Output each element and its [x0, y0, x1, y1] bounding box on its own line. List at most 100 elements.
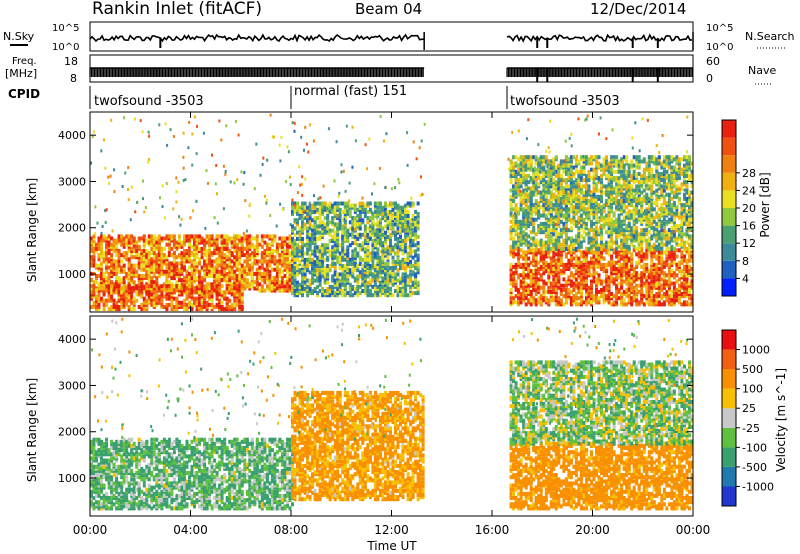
heatmap-cell [92, 280, 96, 285]
heatmap-cell [220, 292, 224, 297]
heatmap-cell [283, 238, 287, 243]
heatmap-cell [100, 242, 103, 247]
heatmap-cell [200, 305, 204, 309]
heatmap-cell [228, 278, 232, 283]
heatmap-cell [193, 253, 196, 258]
heatmap-cell [152, 305, 156, 309]
heatmap-cell [137, 265, 141, 270]
heatmap-cell [509, 180, 513, 185]
heatmap-cell [122, 276, 126, 281]
heatmap-cell [145, 249, 149, 253]
heatmap-cell [228, 298, 232, 303]
heatmap-cell [263, 259, 267, 264]
heatmap-cell [243, 267, 247, 272]
heatmap-cell [590, 283, 593, 288]
heatmap-cell [112, 242, 116, 247]
heatmap-cell [270, 249, 274, 253]
heatmap-cell [185, 274, 189, 278]
heatmap-cell [137, 290, 141, 295]
heatmap-cell [132, 274, 136, 278]
heatmap-cell [107, 234, 111, 239]
freq-label-1: Freq. [12, 56, 37, 67]
heatmap-cell [200, 292, 204, 297]
heatmap-cell [110, 246, 114, 251]
heatmap-cell [514, 203, 518, 208]
heatmap-cell [519, 174, 523, 178]
heatmap-cell [542, 285, 546, 290]
heatmap-cell [235, 244, 239, 249]
heatmap-cell [170, 263, 174, 268]
heatmap-cell [243, 274, 247, 278]
heatmap-cell [361, 247, 365, 252]
heatmap-cell [145, 269, 149, 274]
heatmap-cell [112, 305, 116, 309]
heatmap-cell [107, 280, 111, 285]
heatmap-cell [165, 280, 169, 285]
heatmap-cell [195, 267, 199, 272]
heatmap-cell [97, 242, 101, 247]
heatmap-cell [132, 255, 136, 260]
heatmap-cell [120, 290, 124, 295]
heatmap-cell [147, 292, 151, 297]
heatmap-cell [125, 292, 129, 297]
heatmap-cell [288, 286, 292, 291]
heatmap-cell [341, 241, 345, 246]
heatmap-cell [188, 236, 191, 241]
heatmap-cell [255, 284, 259, 289]
heatmap-cell [301, 201, 304, 206]
heatmap-cell [190, 269, 194, 274]
heatmap-cell [223, 255, 227, 260]
heatmap-cell [396, 272, 400, 277]
heatmap-cell [170, 253, 174, 258]
cpid-segment-3: twofsound -3503 [510, 94, 620, 109]
heatmap-cell [155, 300, 159, 305]
heatmap-cell [223, 259, 227, 264]
heatmap-cell [416, 241, 420, 246]
heatmap-cell [115, 286, 119, 291]
heatmap-cell [177, 284, 181, 289]
heatmap-cell [278, 286, 282, 291]
heatmap-cell [361, 201, 365, 206]
nave-label: Nave [748, 64, 776, 77]
heatmap-cell [175, 288, 179, 293]
heatmap-cell [519, 167, 523, 172]
heatmap-cell [127, 259, 131, 264]
heatmap-cell [112, 238, 116, 243]
heatmap-cell [585, 279, 588, 284]
heatmap-cell [102, 276, 106, 281]
heatmap-cell [238, 246, 242, 251]
heatmap-cell [105, 246, 109, 251]
heatmap-cell [155, 236, 159, 241]
heatmap-cell [120, 292, 124, 297]
heatmap-cell [539, 180, 543, 185]
heatmap-cell [220, 271, 224, 276]
heatmap-cell [286, 257, 289, 262]
heatmap-cell [260, 265, 264, 270]
cpid-label: CPID [8, 87, 40, 101]
heatmap-cell [127, 249, 131, 253]
heatmap-cell [110, 236, 114, 241]
heatmap-cell [115, 276, 119, 281]
heatmap-cell [147, 240, 151, 245]
heatmap-cell [275, 251, 279, 256]
heatmap-cell [160, 298, 164, 303]
heatmap-cell [280, 269, 284, 274]
heatmap-cell [200, 251, 204, 256]
heatmap-cell [140, 263, 144, 268]
heatmap-cell [112, 307, 116, 312]
heatmap-cell [278, 259, 282, 264]
heatmap-cell [245, 251, 249, 256]
heatmap-cell [283, 251, 287, 256]
heatmap-cell [235, 255, 239, 260]
heatmap-cell [220, 305, 224, 309]
heatmap-cell [273, 261, 277, 266]
heatmap-cell [142, 307, 146, 312]
heatmap-cell [200, 255, 204, 260]
heatmap-cell [167, 236, 171, 241]
heatmap-cell [112, 290, 116, 295]
heatmap-cell [203, 246, 207, 251]
heatmap-cell [105, 242, 109, 247]
heatmap-cell [225, 234, 229, 239]
heatmap-cell [165, 257, 169, 262]
